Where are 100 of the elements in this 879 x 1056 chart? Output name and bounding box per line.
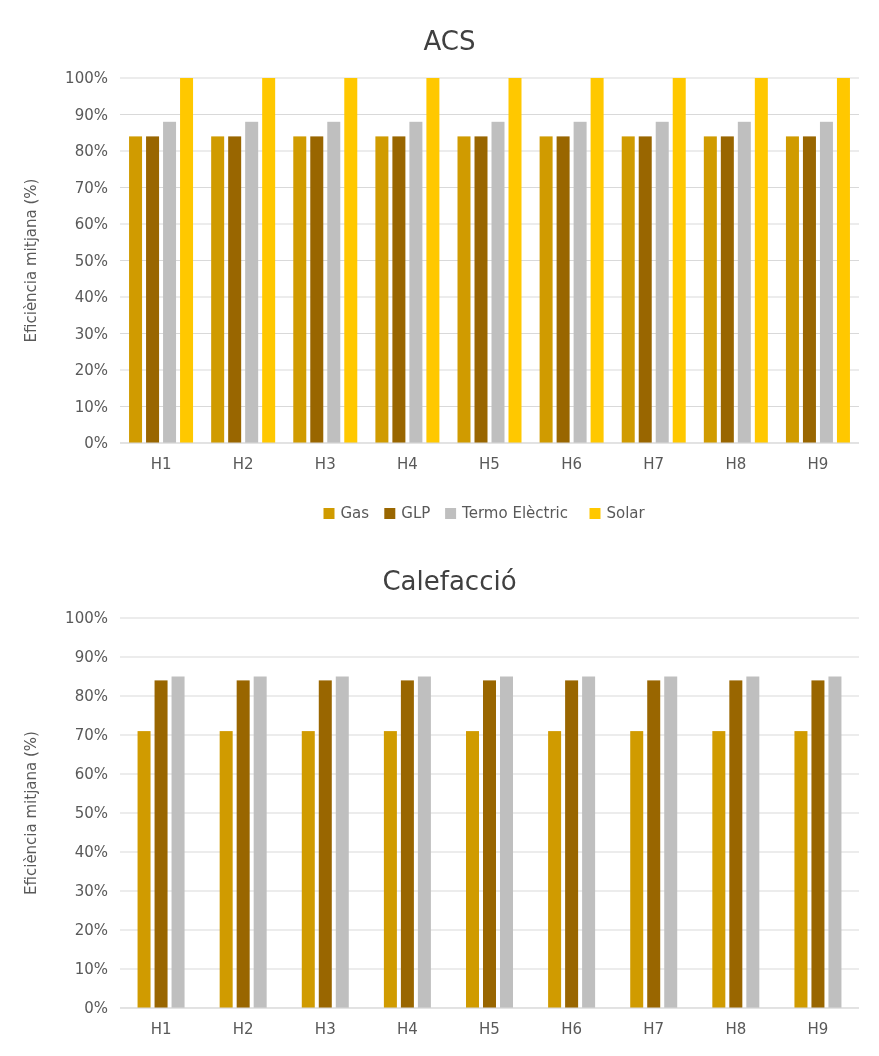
bar	[638, 136, 652, 443]
x-tick-label: H2	[232, 455, 254, 473]
y-tick-label: 20%	[74, 361, 108, 380]
bar	[655, 121, 669, 443]
bar	[720, 136, 734, 443]
bar	[819, 121, 833, 443]
bar	[500, 676, 513, 1008]
bar	[672, 78, 686, 443]
bar	[729, 680, 743, 1008]
y-tick-label: 50%	[74, 804, 108, 823]
legend-label: Termo Elèctric	[461, 504, 568, 522]
bar	[171, 676, 185, 1008]
y-tick-label: 100%	[65, 69, 108, 88]
bar	[335, 676, 349, 1008]
y-tick-label: 10%	[74, 397, 108, 416]
bar	[466, 731, 479, 1008]
bar	[754, 78, 768, 443]
x-tick-label: H5	[479, 1020, 500, 1038]
bar	[344, 78, 358, 443]
legend-label: Gas	[340, 504, 370, 522]
x-tick-label: H9	[807, 1020, 829, 1038]
bar	[137, 731, 151, 1008]
bar	[154, 680, 168, 1008]
y-axis-title: Eficiència mitjana (%)	[22, 178, 40, 343]
x-tick-label: H1	[150, 455, 172, 473]
y-axis-title: Eficiència mitjana (%)	[22, 731, 40, 895]
bar	[556, 136, 570, 443]
bar	[400, 680, 414, 1008]
bar	[129, 136, 143, 443]
y-tick-label: 40%	[74, 843, 108, 862]
chart-title: Calefacció	[382, 566, 517, 596]
bar	[417, 676, 431, 1008]
bar	[180, 78, 194, 443]
bar	[737, 121, 751, 443]
legend-label: Solar	[606, 504, 646, 522]
bar	[163, 121, 177, 443]
bar	[548, 731, 562, 1008]
y-tick-label: 90%	[74, 648, 108, 667]
y-tick-label: 100%	[65, 609, 108, 628]
bar	[228, 136, 242, 443]
bar	[746, 676, 760, 1008]
x-tick-label: H4	[396, 455, 418, 473]
bar	[565, 680, 579, 1008]
y-tick-label: 0%	[84, 999, 108, 1018]
y-tick-label: 80%	[74, 687, 108, 706]
x-tick-label: H5	[479, 455, 500, 473]
bar	[392, 136, 406, 443]
y-tick-label: 30%	[74, 324, 108, 343]
bar	[508, 78, 522, 443]
legend-label: GLP	[401, 504, 431, 522]
bar	[539, 136, 553, 443]
bar	[573, 121, 587, 443]
x-tick-label: H2	[232, 1020, 254, 1038]
bar	[219, 731, 233, 1008]
y-tick-label: 70%	[74, 178, 108, 197]
y-tick-label: 0%	[84, 434, 108, 453]
y-tick-label: 80%	[74, 142, 108, 161]
bar	[301, 731, 315, 1008]
bar	[590, 78, 604, 443]
bar	[146, 136, 160, 443]
bar	[647, 680, 661, 1008]
y-tick-label: 70%	[74, 726, 108, 745]
y-tick-label: 20%	[74, 921, 108, 940]
bar	[664, 676, 678, 1008]
bar	[811, 680, 825, 1008]
bar	[802, 136, 816, 443]
bar	[318, 680, 332, 1008]
bar	[794, 731, 808, 1008]
x-tick-label: H9	[807, 455, 829, 473]
x-tick-label: H7	[643, 455, 665, 473]
chart-title: ACS	[423, 26, 476, 56]
bar	[582, 676, 596, 1008]
y-tick-label: 60%	[74, 765, 108, 784]
bar	[703, 136, 717, 443]
bar	[712, 731, 726, 1008]
x-tick-label: H7	[643, 1020, 665, 1038]
x-tick-label: H6	[561, 1020, 583, 1038]
x-tick-label: H8	[725, 1020, 747, 1038]
bar	[785, 136, 799, 443]
x-tick-label: H3	[314, 1020, 336, 1038]
y-tick-label: 10%	[74, 960, 108, 979]
y-tick-label: 30%	[74, 882, 108, 901]
bar	[262, 78, 276, 443]
y-tick-label: 50%	[74, 251, 108, 270]
bar	[236, 680, 250, 1008]
bar	[483, 680, 496, 1008]
bar	[621, 136, 635, 443]
bar	[253, 676, 267, 1008]
bar	[375, 136, 389, 443]
bar	[474, 136, 488, 443]
x-tick-label: H1	[150, 1020, 172, 1038]
x-tick-label: H6	[561, 455, 583, 473]
bar	[828, 676, 842, 1008]
bar	[245, 121, 259, 443]
bar	[491, 121, 505, 443]
bar	[409, 121, 423, 443]
y-tick-label: 90%	[74, 105, 108, 124]
bar	[293, 136, 307, 443]
x-tick-label: H8	[725, 455, 747, 473]
y-tick-label: 40%	[74, 288, 108, 307]
